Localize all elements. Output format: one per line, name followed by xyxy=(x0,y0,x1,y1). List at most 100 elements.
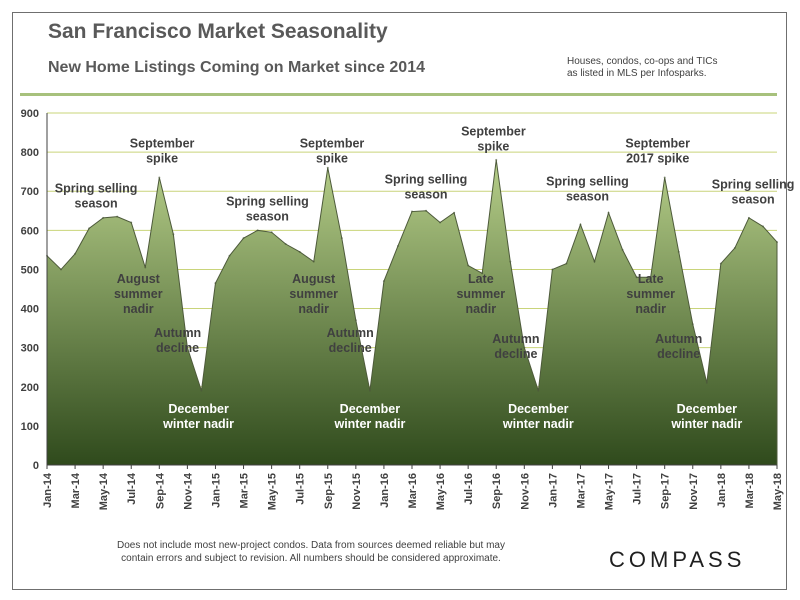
plot-area xyxy=(46,158,778,466)
x-tick-label: May-14 xyxy=(98,472,110,510)
annotation-line: Spring selling xyxy=(546,175,629,189)
data-point xyxy=(88,227,91,230)
data-point xyxy=(481,272,484,275)
data-point xyxy=(551,268,554,271)
annotation-line: nadir xyxy=(123,302,154,316)
compass-logo: COMPASS xyxy=(609,547,746,572)
annotation-line: Autumn xyxy=(154,326,201,340)
annotation-line: December xyxy=(340,402,401,416)
annotation-line: Spring selling xyxy=(385,172,468,186)
y-tick-label: 800 xyxy=(21,147,39,159)
y-tick-label: 100 xyxy=(21,421,39,433)
y-tick-label: 900 xyxy=(21,108,39,120)
annotation-line: Spring selling xyxy=(226,194,309,208)
data-point xyxy=(467,264,470,267)
x-tick-label: Jan-15 xyxy=(210,473,222,508)
chart-subtitle: New Home Listings Coming on Market since… xyxy=(48,59,425,76)
x-tick-label: Jul-17 xyxy=(632,473,644,505)
x-tick-label: Mar-15 xyxy=(239,473,251,508)
annotation-line: decline xyxy=(156,341,199,355)
data-point xyxy=(776,241,778,244)
data-point xyxy=(691,323,694,326)
data-point xyxy=(705,381,708,384)
annotation-line: 2017 spike xyxy=(626,151,689,165)
x-tick-label: Mar-17 xyxy=(575,473,587,508)
source-note-line: as listed in MLS per Infosparks. xyxy=(567,68,707,79)
data-point xyxy=(523,346,526,349)
data-point xyxy=(635,276,638,279)
annotation-line: season xyxy=(404,187,447,201)
data-point xyxy=(74,252,77,255)
data-point xyxy=(411,210,413,213)
data-point xyxy=(256,229,259,232)
data-point xyxy=(60,268,63,271)
data-point xyxy=(368,389,371,392)
data-point xyxy=(677,250,680,253)
annotation-line: September xyxy=(461,125,526,139)
y-tick-label: 0 xyxy=(33,460,39,472)
data-point xyxy=(719,262,722,265)
x-tick-label: Jul-14 xyxy=(126,472,138,505)
disclaimer-line: contain errors and subject to revision. … xyxy=(121,553,501,564)
data-point xyxy=(396,244,399,247)
annotation-line: August xyxy=(117,272,161,286)
x-tick-label: Jan-16 xyxy=(379,473,391,508)
x-tick-label: May-18 xyxy=(772,473,784,510)
data-point xyxy=(565,262,568,265)
annotation-line: winter nadir xyxy=(333,417,405,431)
data-point xyxy=(593,260,596,263)
annotation-line: nadir xyxy=(635,302,666,316)
data-point xyxy=(663,176,666,179)
x-tick-label: Sep-17 xyxy=(660,473,672,509)
data-point xyxy=(607,211,610,214)
data-point xyxy=(747,216,750,219)
x-tick-label: Jan-18 xyxy=(716,473,728,508)
data-point xyxy=(495,158,498,161)
annotation-line: summer xyxy=(626,287,675,301)
x-tick-label: Nov-15 xyxy=(351,473,363,510)
disclaimer-line: Does not include most new-project condos… xyxy=(117,540,505,551)
x-tick-label: Nov-16 xyxy=(519,473,531,510)
data-point xyxy=(144,266,147,269)
x-tick-label: Sep-15 xyxy=(323,473,335,509)
data-point xyxy=(172,233,175,236)
annotation-line: Spring selling xyxy=(712,178,795,192)
annotation-line: September xyxy=(300,136,365,150)
annotation-line: winter nadir xyxy=(670,417,742,431)
series-area xyxy=(46,159,778,466)
data-point xyxy=(326,166,329,169)
source-note: Houses, condos, co-ops and TICs as liste… xyxy=(567,56,757,80)
annotation-line: decline xyxy=(494,347,537,361)
annotation-line: season xyxy=(75,196,118,210)
data-point xyxy=(102,216,105,219)
annotation-line: September xyxy=(130,136,195,150)
x-tick-label: Mar-18 xyxy=(744,473,756,508)
y-tick-label: 600 xyxy=(21,225,39,237)
annotation-line: spike xyxy=(477,140,509,154)
annotation-line: Autumn xyxy=(327,326,374,340)
annotation-line: August xyxy=(292,272,336,286)
x-tick-label: Mar-14 xyxy=(70,472,82,508)
data-point xyxy=(354,319,357,322)
data-point xyxy=(214,282,217,285)
annotation-line: season xyxy=(566,190,609,204)
annotation-line: nadir xyxy=(298,302,329,316)
disclaimer: Does not include most new-project condos… xyxy=(76,539,546,565)
annotation-line: spike xyxy=(146,151,178,165)
data-point xyxy=(242,237,245,240)
x-tick-label: Jan-14 xyxy=(42,472,54,508)
data-point xyxy=(509,260,512,263)
data-point xyxy=(453,211,456,214)
data-point xyxy=(312,260,315,263)
annotation-line: December xyxy=(677,402,738,416)
annotation-line: Autumn xyxy=(492,332,539,346)
